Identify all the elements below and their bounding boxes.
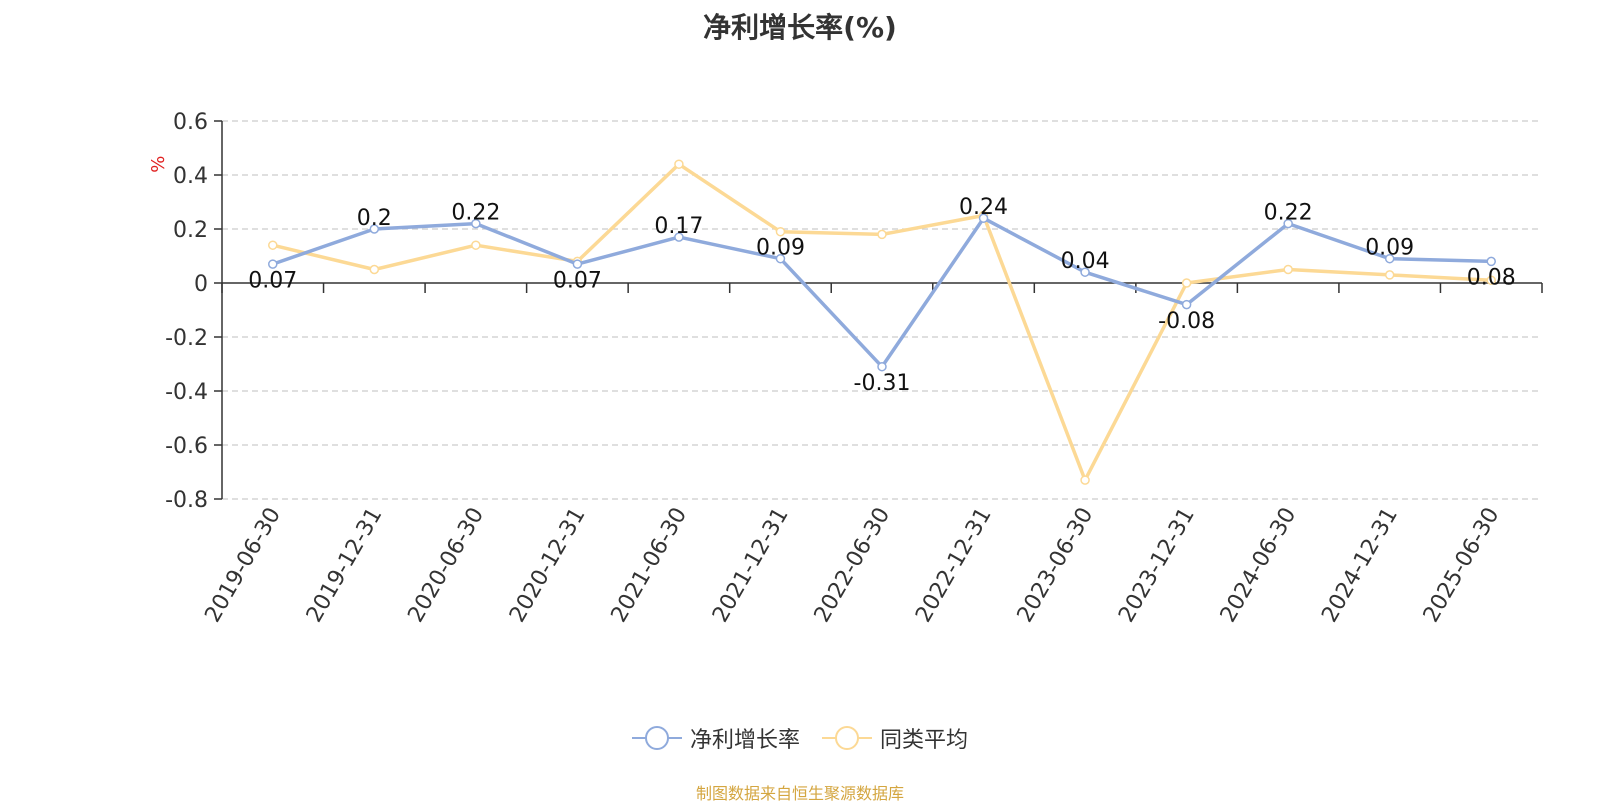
y-tick-label: 0.4 [173,164,208,189]
series-2-point [877,229,887,240]
series-2-point [1384,270,1395,280]
x-tick-label: 2021-12-31 [708,504,794,627]
legend-label-series-2: 同类平均 [880,728,969,753]
series-1-point [471,218,481,229]
data-labels: 0.07 0.2 0.22 0.07 0.17 0.09 -0.31 0.24 0.04 -0.0… [248,195,1515,396]
x-tick-label: 2023-12-31 [1114,504,1200,627]
x-tick-label: 2020-12-31 [505,504,591,627]
series-1-point [572,259,583,269]
gridlines [222,120,1542,500]
legend-label-series-1: 净利增长率 [689,728,800,753]
data-label: 0.22 [451,201,500,226]
series-1-point [1486,256,1496,267]
y-tick-label: -0.6 [165,434,208,459]
x-tick-label: 2022-06-30 [810,504,896,627]
series-2-point [674,159,684,169]
axes: 0.6 0.4 0.2 0 -0.2 -0.4 -0.6 -0.8% 2019-06-30 201… [148,110,1543,627]
data-label: 0.08 [1467,266,1516,291]
legend-item-series-1[interactable]: 净利增长率 [631,722,800,754]
y-tick-label: -0.2 [165,326,208,351]
series-1-point [775,253,786,264]
series-2-point [471,240,481,250]
legend-item-series-2[interactable]: 同类平均 [822,722,968,754]
series-2-point [1181,278,1192,288]
legend-swatch-series-1 [631,725,682,751]
x-tick-label: 2024-06-30 [1216,504,1302,627]
x-tick-label: 2025-06-30 [1419,504,1505,627]
series-2-point [1486,275,1496,286]
series-1-point [978,213,989,223]
source-note: 制图数据来自恒生聚源数据库 [695,784,904,803]
data-label: 0.07 [553,268,602,293]
series-line-1 [272,216,1492,369]
data-label: 0.2 [357,206,392,231]
data-label: 0.04 [1061,249,1110,274]
series-2-point [775,226,786,237]
y-tick-label: 0.2 [173,218,208,243]
legend: 净利增长率 同类平均 [0,722,1600,754]
series-1-point [369,224,380,234]
series-2-point [268,240,278,250]
line-chart: 0.6 0.4 0.2 0 -0.2 -0.4 -0.6 -0.8% 2019-06-30 201… [148,110,1543,627]
x-tick-label: 2021-06-30 [607,504,693,627]
series-1-point [1384,253,1395,264]
data-label: 0.09 [1365,236,1414,261]
x-tick-label: 2022-12-31 [911,504,997,627]
x-tick-label: 2019-12-31 [302,504,388,627]
x-tick-label: 2024-12-31 [1317,504,1403,627]
series-1-point [268,259,278,269]
y-tick-label: 0 [194,272,208,297]
data-label: -0.31 [854,371,911,396]
series-1-point [877,361,887,372]
series-1-point [1283,218,1293,229]
x-tick-label: 2020-06-30 [403,504,489,627]
series-2-point [1080,475,1090,485]
y-axis-unit-label: % [148,156,169,173]
y-tick-label: -0.8 [165,488,208,513]
data-label: 0.17 [654,214,703,239]
data-label: 0.09 [756,236,805,261]
series-2-point [1283,264,1293,275]
chart-title: 净利增长率(%) [703,11,897,44]
x-tick-label: 2023-06-30 [1013,504,1099,627]
y-tick-label: 0.6 [173,110,208,135]
legend-swatch-series-2 [822,725,872,751]
series-lines [268,159,1496,485]
series-1-point [1181,299,1192,310]
x-tick-label: 2019-06-30 [200,504,286,627]
data-label: 0.24 [959,195,1008,220]
data-label: -0.08 [1158,309,1215,334]
data-label: 0.22 [1264,201,1313,226]
series-1-point [1080,267,1090,277]
data-label: 0.07 [248,268,297,293]
series-2-point [369,264,380,275]
y-tick-label: -0.4 [165,380,208,405]
series-1-point [674,232,684,242]
